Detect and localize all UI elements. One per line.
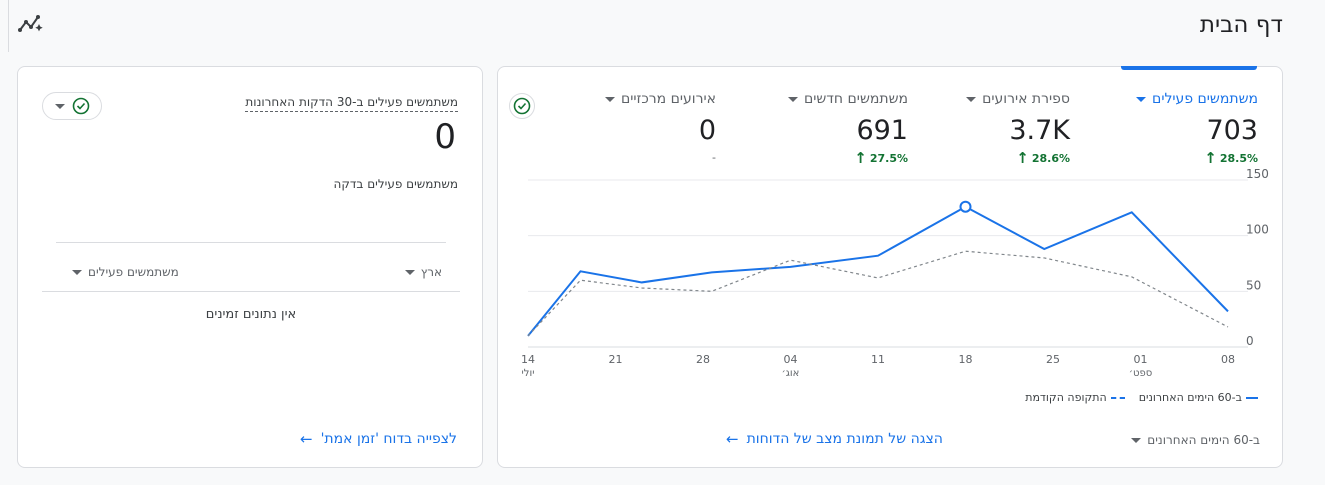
check-circle-icon[interactable]	[509, 93, 535, 119]
x-tick-label: 01	[1134, 353, 1148, 366]
caret-down-icon	[404, 269, 415, 275]
metric-label: אירועים מרכזיים	[620, 91, 716, 107]
legend-previous: התקופה הקודמת	[1025, 391, 1125, 404]
metric-value: 691	[856, 115, 908, 146]
metric-change: 27.5%	[869, 152, 908, 165]
metric-change: -	[712, 151, 716, 164]
realtime-value: 0	[434, 117, 456, 157]
caret-down-icon	[54, 103, 65, 109]
view-realtime-label: לצפייה בדוח 'זמן אמת'	[320, 431, 457, 447]
caret-down-icon	[72, 269, 82, 275]
line-chart: 0 50 100 150 14 יולי 21 28 04 אוג׳ 11 18 25 01 ספט׳ 08	[521, 167, 1269, 379]
caret-down-icon	[966, 96, 977, 102]
x-tick-label: 25	[1046, 353, 1060, 366]
check-circle-icon	[72, 97, 89, 115]
x-tick-label: 18	[959, 353, 973, 366]
caret-down-icon	[1131, 437, 1142, 443]
metric-new-users[interactable]: משתמשים חדשים 691 27.5% ↑	[718, 91, 908, 166]
x-tick-label: 14	[521, 353, 535, 366]
empty-state: אין נתונים זמינים	[205, 307, 297, 322]
y-tick-label: 0	[1246, 334, 1254, 348]
active-tab-indicator	[1121, 66, 1257, 70]
metric-label: משתמשים חדשים	[803, 91, 908, 107]
realtime-sub-label: משתמשים פעילים בדקה	[333, 177, 458, 191]
metric-change: 28.5%	[1219, 152, 1258, 165]
arrow-up-icon: ↑	[1204, 149, 1217, 167]
series-line-current	[527, 205, 1229, 337]
col-country-label: ארץ	[420, 265, 442, 279]
metric-key-events[interactable]: אירועים מרכזיים 0 -	[526, 91, 716, 164]
x-tick-label: 08	[1221, 353, 1235, 366]
view-snapshot-label: הצגה של תמונת מצב של הדוחות	[746, 431, 943, 447]
y-tick-label: 100	[1246, 223, 1269, 237]
caret-down-icon	[604, 96, 615, 102]
x-tick-sublabel: יולי	[522, 368, 535, 379]
view-realtime-link[interactable]: לצפייה בדוח 'זמן אמת' ←	[300, 431, 457, 447]
divider	[8, 0, 9, 52]
metric-active-users[interactable]: משתמשים פעילים 703 28.5% ↑	[1068, 91, 1258, 166]
col-users-label: משתמשים פעילים	[88, 265, 179, 279]
arrow-up-icon: ↑	[1016, 149, 1029, 167]
caret-down-icon	[787, 96, 798, 102]
metric-value: 703	[1206, 115, 1258, 146]
x-tick-sublabel: אוג׳	[782, 368, 800, 379]
col-country[interactable]: ארץ	[404, 265, 442, 279]
x-tick-label: 04	[784, 353, 798, 366]
series-line-previous	[527, 250, 1229, 337]
metric-value: 3.7K	[1009, 115, 1070, 146]
col-active-users[interactable]: משתמשים פעילים	[72, 265, 179, 279]
chart-legend: ב-60 הימים האחרונים התקופה הקודמת	[1025, 391, 1258, 404]
x-tick-label: 28	[696, 353, 710, 366]
metric-value: 0	[698, 115, 716, 146]
highlight-point	[959, 200, 972, 213]
y-tick-label: 150	[1246, 167, 1269, 181]
realtime-options-dropdown[interactable]	[42, 92, 102, 120]
period-select-label: ב-60 הימים האחרונים	[1147, 433, 1260, 447]
overview-card: משתמשים פעילים 703 28.5% ↑ ספירת אירועים …	[497, 66, 1283, 468]
sparkline-baseline	[56, 242, 446, 243]
x-tick-label: 21	[609, 353, 623, 366]
period-select[interactable]: ב-60 הימים האחרונים	[1131, 433, 1260, 447]
metric-label: משתמשים פעילים	[1152, 91, 1258, 107]
realtime-label[interactable]: משתמשים פעילים ב-30 הדקות האחרונות	[245, 95, 458, 112]
caret-down-icon	[1136, 96, 1147, 102]
x-tick-sublabel: ספט׳	[1129, 368, 1152, 379]
x-tick-label: 11	[871, 353, 885, 366]
y-tick-label: 50	[1246, 278, 1261, 292]
page-title: דף הבית	[1199, 12, 1283, 38]
realtime-card: משתמשים פעילים ב-30 הדקות האחרונות 0 משת…	[17, 66, 483, 468]
view-snapshot-link[interactable]: הצגה של תמונת מצב של הדוחות ←	[726, 431, 943, 447]
arrow-left-icon: ←	[726, 429, 739, 448]
insights-icon[interactable]	[18, 12, 44, 34]
metric-change: 28.6%	[1031, 152, 1070, 165]
arrow-up-icon: ↑	[854, 149, 867, 167]
metric-event-count[interactable]: ספירת אירועים 3.7K 28.6% ↑	[880, 91, 1070, 166]
legend-current: ב-60 הימים האחרונים	[1139, 391, 1258, 404]
table-divider	[42, 291, 460, 292]
arrow-left-icon: ←	[300, 429, 313, 448]
metric-label: ספירת אירועים	[982, 91, 1070, 107]
